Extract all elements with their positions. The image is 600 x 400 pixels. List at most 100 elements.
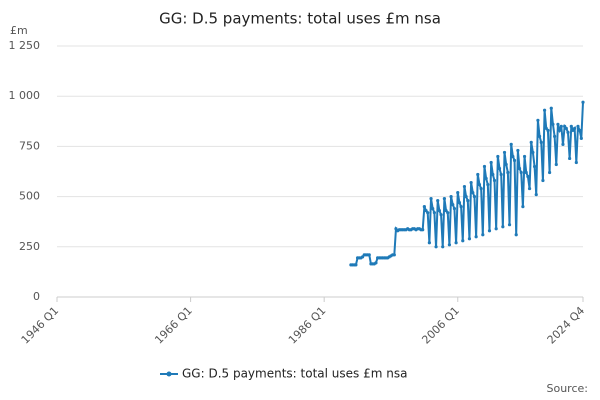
data-point bbox=[516, 148, 520, 153]
data-point bbox=[553, 134, 557, 138]
y-tick-label: 750 bbox=[19, 139, 40, 152]
x-tick-label: 1946 Q1 bbox=[19, 304, 62, 347]
data-point bbox=[568, 156, 572, 161]
data-point bbox=[484, 176, 488, 181]
data-point bbox=[496, 154, 500, 159]
x-tick-label: 1986 Q1 bbox=[286, 304, 329, 347]
data-point bbox=[569, 124, 573, 128]
data-point bbox=[554, 162, 558, 167]
data-point bbox=[462, 184, 467, 189]
data-point bbox=[502, 150, 507, 155]
data-point bbox=[581, 100, 585, 104]
data-point bbox=[512, 158, 517, 163]
data-point bbox=[479, 186, 483, 191]
data-point bbox=[439, 213, 443, 217]
source: Source: bbox=[547, 382, 589, 395]
legend-label: GG: D.5 payments: total uses £m nsa bbox=[182, 367, 407, 381]
data-point bbox=[471, 190, 475, 195]
data-point bbox=[431, 207, 435, 211]
data-point bbox=[506, 170, 510, 175]
data-point bbox=[573, 126, 577, 130]
data-point bbox=[497, 166, 502, 171]
data-point bbox=[539, 140, 543, 144]
data-point bbox=[367, 253, 371, 257]
series-line bbox=[350, 102, 584, 266]
data-point bbox=[437, 209, 441, 213]
data-point bbox=[527, 186, 532, 191]
data-point bbox=[472, 195, 477, 199]
y-tick-label: 250 bbox=[19, 240, 40, 253]
data-point bbox=[579, 136, 583, 140]
data-point bbox=[449, 195, 453, 199]
data-point bbox=[509, 142, 513, 146]
y-tick-label: 0 bbox=[33, 290, 40, 303]
chart-title: GG: D.5 payments: total uses £m nsa bbox=[159, 10, 441, 28]
data-point bbox=[354, 263, 358, 267]
data-point bbox=[519, 170, 523, 175]
data-point bbox=[447, 243, 452, 247]
data-point bbox=[446, 211, 450, 215]
x-tick-label: 1966 Q1 bbox=[152, 304, 195, 347]
data-point bbox=[459, 205, 463, 209]
y-unit: £m bbox=[10, 24, 28, 37]
data-point bbox=[566, 130, 570, 134]
data-point bbox=[576, 124, 580, 128]
y-tick-label: 500 bbox=[19, 190, 40, 203]
data-point bbox=[536, 118, 540, 122]
data-point bbox=[457, 201, 462, 205]
data-point bbox=[427, 241, 431, 245]
data-point bbox=[537, 134, 542, 138]
data-point bbox=[551, 122, 555, 126]
data-point bbox=[526, 174, 530, 179]
data-point bbox=[467, 237, 472, 241]
data-point bbox=[541, 178, 545, 183]
data-point bbox=[461, 239, 465, 243]
data-point bbox=[477, 182, 482, 187]
data-point bbox=[529, 140, 533, 144]
data-point bbox=[489, 160, 493, 165]
data-point bbox=[507, 223, 512, 227]
legend-marker bbox=[166, 371, 172, 377]
data-point bbox=[487, 229, 492, 233]
data-point bbox=[532, 164, 537, 169]
y-tick-label: 1 250 bbox=[9, 39, 41, 52]
data-point bbox=[442, 197, 447, 201]
data-point bbox=[429, 197, 433, 201]
data-point bbox=[434, 245, 438, 249]
data-point bbox=[432, 211, 436, 215]
data-point bbox=[464, 195, 468, 199]
data-point bbox=[559, 124, 563, 128]
data-point bbox=[452, 207, 457, 211]
data-point bbox=[499, 172, 503, 177]
data-point bbox=[556, 122, 560, 126]
data-point bbox=[451, 203, 455, 207]
data-point bbox=[501, 225, 505, 229]
data-point bbox=[542, 108, 547, 112]
data-point bbox=[511, 154, 515, 159]
data-point bbox=[494, 227, 498, 231]
data-point bbox=[522, 154, 527, 159]
data-point bbox=[558, 128, 562, 132]
data-point bbox=[422, 205, 426, 209]
data-point bbox=[454, 241, 458, 245]
data-point bbox=[486, 182, 490, 187]
data-point bbox=[481, 233, 485, 237]
data-point bbox=[517, 166, 522, 171]
data-point bbox=[504, 162, 508, 167]
x-tick-label: 2024 Q4 bbox=[545, 304, 588, 347]
data-point bbox=[574, 160, 578, 165]
data-point bbox=[476, 172, 480, 177]
data-point bbox=[546, 128, 550, 132]
data-point bbox=[426, 211, 430, 215]
y-tick-label: 1 000 bbox=[9, 89, 41, 102]
data-point bbox=[561, 142, 565, 146]
data-point bbox=[524, 170, 528, 175]
data-point bbox=[436, 199, 440, 203]
data-point bbox=[441, 245, 445, 249]
data-point bbox=[534, 192, 538, 197]
x-tick-label: 2006 Q1 bbox=[419, 304, 462, 347]
data-point bbox=[578, 128, 582, 132]
data-point bbox=[482, 164, 487, 169]
data-point bbox=[548, 170, 552, 175]
data-point bbox=[456, 190, 460, 195]
